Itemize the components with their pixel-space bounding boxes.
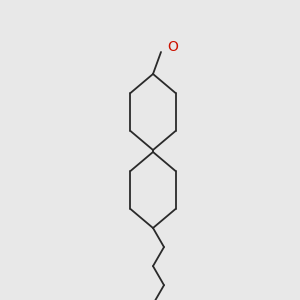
Text: O: O <box>167 40 178 54</box>
